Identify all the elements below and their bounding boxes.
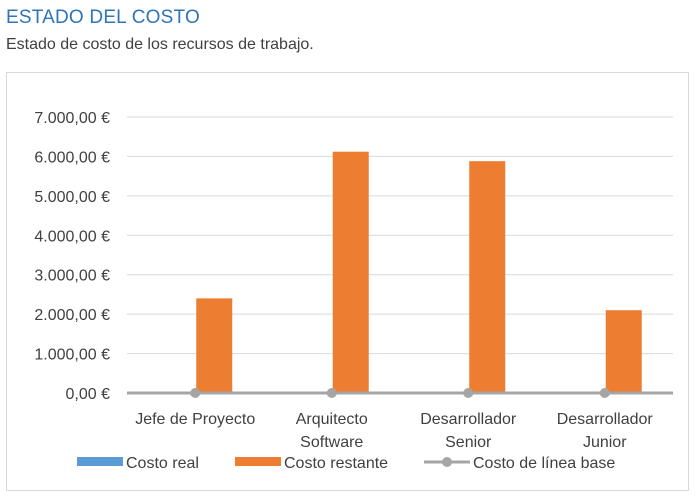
bar-costo-restante [332,151,369,393]
legend-marker-costo-linea-base [442,457,452,467]
x-category-label: Desarrollador [557,411,654,428]
bar-costo-restante [605,310,642,393]
legend-label-costo-linea-base: Costo de línea base [473,455,615,472]
chart-container: 0,00 € 1.000,00 € 2.000,00 € 3.000,00 € 4.00… [6,72,689,491]
legend-swatch-costo-real [77,457,123,466]
bars [196,151,642,393]
y-tick-label: 2.000,00 € [34,307,110,324]
legend-swatch-costo-restante [235,457,281,466]
legend: Costo real Costo restante Costo de línea b… [77,455,615,472]
legend-label-costo-restante: Costo restante [284,455,388,472]
y-tick-label: 5.000,00 € [34,189,110,206]
marker-costo-linea-base [190,388,201,398]
x-category-label: Senior [445,434,492,451]
report-subtitle: Estado de costo de los recursos de traba… [6,36,314,53]
x-category-label: Arquitecto [296,411,368,428]
marker-costo-linea-base [599,388,610,398]
y-tick-label: 7.000,00 € [34,110,110,127]
y-tick-label: 1.000,00 € [34,347,110,364]
baseline-series [127,388,673,398]
legend-label-costo-real: Costo real [126,455,199,472]
y-axis-ticks: 0,00 € 1.000,00 € 2.000,00 € 3.000,00 € 4.00… [34,110,110,403]
x-category-label: Jefe de Proyecto [135,411,255,428]
y-tick-label: 3.000,00 € [34,268,110,285]
x-category-label: Junior [583,434,627,451]
cost-chart: 0,00 € 1.000,00 € 2.000,00 € 3.000,00 € 4.00… [34,110,673,472]
marker-costo-linea-base [463,388,474,398]
report-title: ESTADO DEL COSTO [6,7,200,28]
y-tick-label: 4.000,00 € [34,228,110,245]
y-tick-label: 0,00 € [66,386,111,403]
bar-costo-restante [469,161,506,393]
x-axis-categories: Jefe de Proyecto Arquitecto Software Desarr… [135,411,653,451]
marker-costo-linea-base [326,388,337,398]
x-category-label: Software [300,434,363,451]
x-category-label: Desarrollador [420,411,517,428]
bar-costo-restante [196,298,233,393]
y-tick-label: 6.000,00 € [34,149,110,166]
